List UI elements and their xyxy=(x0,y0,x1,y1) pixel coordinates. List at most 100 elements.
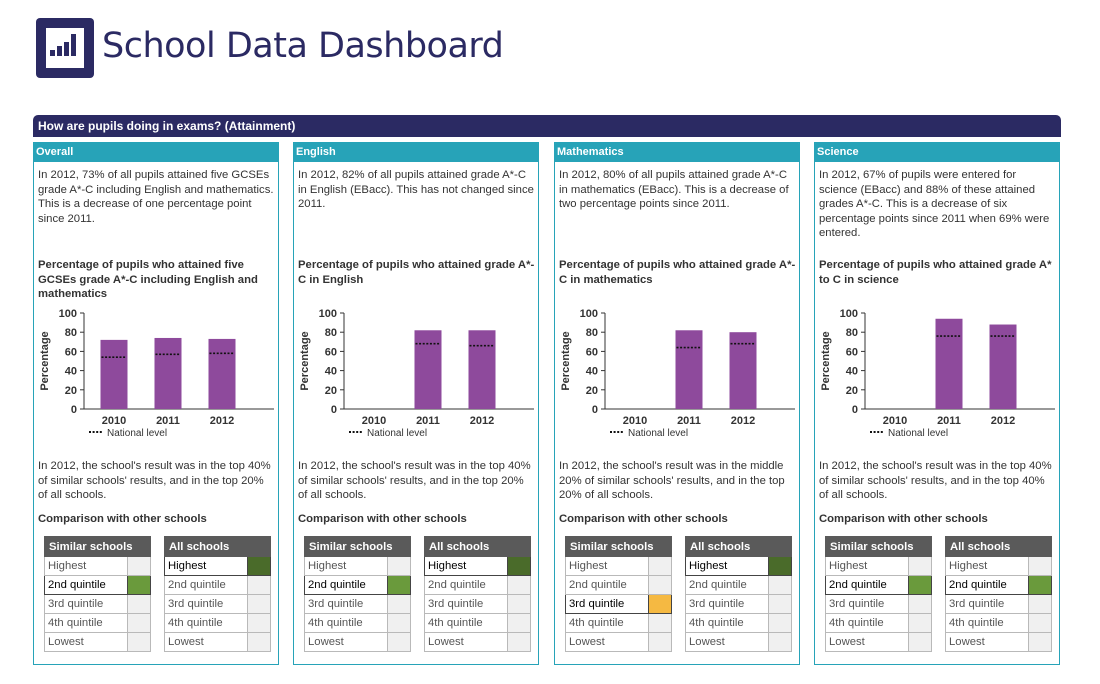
quintile-label: Highest xyxy=(825,556,909,576)
quintile-label: 3rd quintile xyxy=(44,594,128,614)
table-row: 3rd quintile xyxy=(304,594,411,614)
table-row: 3rd quintile xyxy=(565,594,672,614)
quintile-label: 4th quintile xyxy=(44,613,128,633)
table-row: Highest xyxy=(304,556,411,576)
panel-mathematics: Mathematics In 2012, 80% of all pupils a… xyxy=(554,142,800,665)
panel-intro: In 2012, 80% of all pupils attained grad… xyxy=(559,169,789,210)
dashboard-logo-icon xyxy=(36,18,94,78)
quintile-indicator xyxy=(247,556,271,576)
quintile-label: 4th quintile xyxy=(164,613,248,633)
quintile-indicator xyxy=(247,575,271,595)
quintile-label: Highest xyxy=(945,556,1029,576)
quintile-indicator xyxy=(507,594,531,614)
x-tick-label: 2011 xyxy=(156,415,180,427)
quintile-indicator xyxy=(247,632,271,652)
quintile-indicator xyxy=(247,613,271,633)
table-header: Similar schools xyxy=(44,536,151,557)
panel-overall: Overall In 2012, 73% of all pupils attai… xyxy=(33,142,279,665)
y-tick-label: 60 xyxy=(586,346,598,358)
quintile-indicator xyxy=(648,556,672,576)
y-tick-label: 80 xyxy=(586,327,598,339)
chart-title: Percentage of pupils who attained grade … xyxy=(559,259,796,286)
quintile-indicator xyxy=(1028,575,1052,595)
bar-2012 xyxy=(989,324,1017,409)
table-row: Lowest xyxy=(685,632,792,652)
y-axis-label: Percentage xyxy=(39,331,51,390)
table-header: Similar schools xyxy=(825,536,932,557)
panel-title: Science xyxy=(814,142,1060,162)
legend-label: National level xyxy=(107,428,167,439)
bar-2011 xyxy=(935,318,963,409)
result-summary: In 2012, the school's result was in the … xyxy=(819,460,1052,501)
table-row: 2nd quintile xyxy=(424,575,531,595)
table-header: Similar schools xyxy=(304,536,411,557)
table-row: 3rd quintile xyxy=(685,594,792,614)
quintile-table-all: All schools Highest 2nd quintile 3rd qui… xyxy=(945,536,1052,652)
quintile-indicator xyxy=(507,613,531,633)
y-tick-label: 0 xyxy=(71,404,77,416)
table-row: Highest xyxy=(825,556,932,576)
panel-english: English In 2012, 82% of all pupils attai… xyxy=(293,142,539,665)
chart-title: Percentage of pupils who attained five G… xyxy=(38,259,258,300)
x-tick-label: 2010 xyxy=(362,415,386,427)
site-title: School Data Dashboard xyxy=(102,26,504,66)
quintile-indicator xyxy=(247,594,271,614)
y-axis-label: Percentage xyxy=(820,331,832,390)
quintile-label: 4th quintile xyxy=(304,613,388,633)
quintile-indicator xyxy=(507,632,531,652)
table-header: Similar schools xyxy=(565,536,672,557)
bar-2011 xyxy=(154,337,182,409)
quintile-indicator xyxy=(387,575,411,595)
table-row: Lowest xyxy=(164,632,271,652)
table-row: 4th quintile xyxy=(565,613,672,633)
x-tick-label: 2011 xyxy=(416,415,440,427)
quintile-label: 3rd quintile xyxy=(565,594,649,614)
table-row: Lowest xyxy=(44,632,151,652)
quintile-label: Highest xyxy=(685,556,769,576)
y-tick-label: 40 xyxy=(65,366,77,378)
quintile-label: Highest xyxy=(565,556,649,576)
y-tick-label: 100 xyxy=(59,308,77,320)
table-header: All schools xyxy=(164,536,271,557)
quintile-table-similar: Similar schools Highest 2nd quintile 3rd… xyxy=(44,536,151,652)
y-tick-label: 100 xyxy=(319,308,337,320)
y-tick-label: 100 xyxy=(580,308,598,320)
y-tick-label: 80 xyxy=(846,327,858,339)
table-row: 4th quintile xyxy=(825,613,932,633)
quintile-indicator xyxy=(387,613,411,633)
quintile-indicator xyxy=(387,594,411,614)
quintile-table-all: All schools Highest 2nd quintile 3rd qui… xyxy=(685,536,792,652)
table-row: 3rd quintile xyxy=(945,594,1052,614)
y-tick-label: 100 xyxy=(840,308,858,320)
bar-2011 xyxy=(675,330,703,409)
bar-2012 xyxy=(729,332,757,409)
x-tick-label: 2010 xyxy=(102,415,126,427)
bar-2010 xyxy=(100,339,128,409)
quintile-label: 3rd quintile xyxy=(685,594,769,614)
quintile-indicator xyxy=(127,613,151,633)
table-row: Lowest xyxy=(825,632,932,652)
table-row: 4th quintile xyxy=(164,613,271,633)
panel-title: Overall xyxy=(33,142,279,162)
quintile-label: Lowest xyxy=(825,632,909,652)
table-row: Highest xyxy=(164,556,271,576)
quintile-label: Highest xyxy=(44,556,128,576)
quintile-indicator xyxy=(127,575,151,595)
quintile-label: Lowest xyxy=(424,632,508,652)
quintile-indicator xyxy=(908,613,932,633)
quintile-indicator xyxy=(648,613,672,633)
quintile-indicator xyxy=(768,556,792,576)
table-row: 4th quintile xyxy=(44,613,151,633)
y-tick-label: 0 xyxy=(331,404,337,416)
table-row: 2nd quintile xyxy=(565,575,672,595)
x-tick-label: 2012 xyxy=(210,415,234,427)
quintile-label: 2nd quintile xyxy=(565,575,649,595)
quintile-label: Lowest xyxy=(945,632,1029,652)
quintile-label: 2nd quintile xyxy=(304,575,388,595)
table-row: 4th quintile xyxy=(424,613,531,633)
quintile-label: 2nd quintile xyxy=(945,575,1029,595)
y-axis-label: Percentage xyxy=(560,331,572,390)
quintile-label: 2nd quintile xyxy=(825,575,909,595)
table-row: Highest xyxy=(945,556,1052,576)
quintile-label: Lowest xyxy=(685,632,769,652)
